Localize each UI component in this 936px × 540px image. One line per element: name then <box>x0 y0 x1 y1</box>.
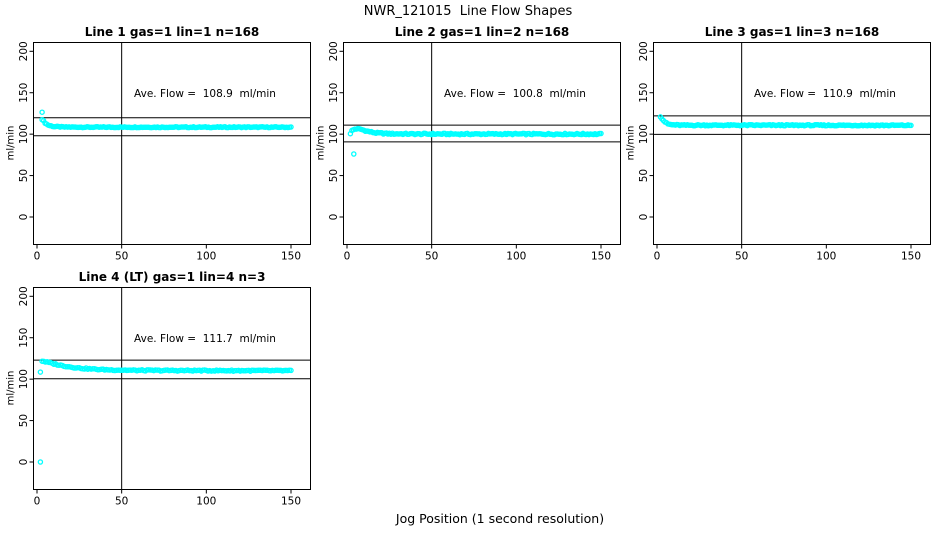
plot-box <box>33 287 311 490</box>
data-point <box>598 130 604 137</box>
x-tick-label: 150 <box>281 251 301 263</box>
ave-flow-annotation: Ave. Flow = 110.9 ml/min <box>754 88 896 100</box>
x-tick-label: 150 <box>591 251 611 263</box>
plot-area: 0 50 100 150 200 0 50 100 150 <box>638 41 931 263</box>
x-tick-label: 50 <box>115 251 128 263</box>
subplot-line-1: Line 1 gas=1 lin=1 n=168 ml/min Ave. Flo… <box>0 0 316 265</box>
x-axis-label: Jog Position (1 second resolution) <box>395 511 605 526</box>
ave-flow-annotation: Ave. Flow = 100.8 ml/min <box>444 88 586 100</box>
y-tick-label: 150 <box>328 83 340 103</box>
y-tick-label: 100 <box>328 124 340 144</box>
x-tick-label: 150 <box>281 496 301 508</box>
plot-area: 0 50 100 150 200 0 50 100 150 <box>328 41 621 263</box>
x-tick-label: 0 <box>344 251 351 263</box>
subplot-title: Line 1 gas=1 lin=1 n=168 <box>84 25 260 39</box>
y-tick-label: 200 <box>328 41 340 61</box>
figure-title: NWR_121015 Line Flow Shapes <box>363 4 573 19</box>
y-tick-label: 50 <box>638 169 650 182</box>
x-tick-label: 0 <box>654 251 661 263</box>
subplot-title: Line 2 gas=1 lin=2 n=168 <box>394 25 570 39</box>
y-tick-label: 150 <box>18 83 30 103</box>
plot-area: 0 50 100 150 200 0 50 100 150 <box>18 286 311 508</box>
ave-flow-annotation: Ave. Flow = 111.7 ml/min <box>134 333 276 345</box>
ave-flow-annotation: Ave. Flow = 108.9 ml/min <box>134 88 276 100</box>
plot-area: 0 50 100 150 200 0 50 100 150 <box>18 41 311 263</box>
y-tick-label: 0 <box>638 214 650 221</box>
subplot-line-2: Line 2 gas=1 lin=2 n=168 ml/min Ave. Flo… <box>310 0 626 265</box>
x-tick-label: 100 <box>196 251 216 263</box>
y-tick-label: 0 <box>328 214 340 221</box>
x-tick-label: 100 <box>816 251 836 263</box>
plot-box <box>653 42 931 245</box>
subplot-line-3: Line 3 gas=1 lin=3 n=168 ml/min Ave. Flo… <box>620 0 936 265</box>
plot-box <box>343 42 621 245</box>
y-tick-label: 0 <box>18 214 30 221</box>
x-tick-label: 100 <box>506 251 526 263</box>
subplot-title: Line 4 (LT) gas=1 lin=4 n=3 <box>78 270 266 284</box>
x-tick-label: 50 <box>735 251 748 263</box>
outlier-point <box>37 369 44 375</box>
outlier-point <box>351 151 357 157</box>
subplot-title: Line 3 gas=1 lin=3 n=168 <box>704 25 880 39</box>
y-tick-label: 50 <box>18 169 30 182</box>
outlier-point <box>39 109 45 115</box>
y-tick-label: 200 <box>18 41 30 61</box>
y-tick-label: 50 <box>328 169 340 182</box>
x-tick-label: 50 <box>115 496 128 508</box>
x-tick-label: 100 <box>196 496 216 508</box>
data-point <box>288 124 294 130</box>
y-tick-label: 100 <box>18 369 30 389</box>
y-tick-label: 100 <box>18 124 30 144</box>
x-tick-label: 0 <box>34 251 41 263</box>
subplot-line-4: Line 4 (LT) gas=1 lin=4 n=3 ml/min Ave. … <box>0 245 316 510</box>
outlier-point <box>37 459 44 465</box>
y-tick-label: 200 <box>638 41 650 61</box>
y-tick-label: 100 <box>638 124 650 144</box>
data-point <box>288 367 294 374</box>
y-tick-label: 150 <box>18 328 30 348</box>
y-tick-label: 0 <box>18 459 30 466</box>
y-tick-label: 200 <box>18 286 30 306</box>
y-tick-label: 50 <box>18 414 30 427</box>
x-tick-label: 50 <box>425 251 438 263</box>
x-tick-label: 0 <box>34 496 41 508</box>
x-tick-label: 150 <box>901 251 921 263</box>
y-tick-label: 150 <box>638 83 650 103</box>
data-point <box>908 122 914 129</box>
plot-box <box>33 42 311 245</box>
